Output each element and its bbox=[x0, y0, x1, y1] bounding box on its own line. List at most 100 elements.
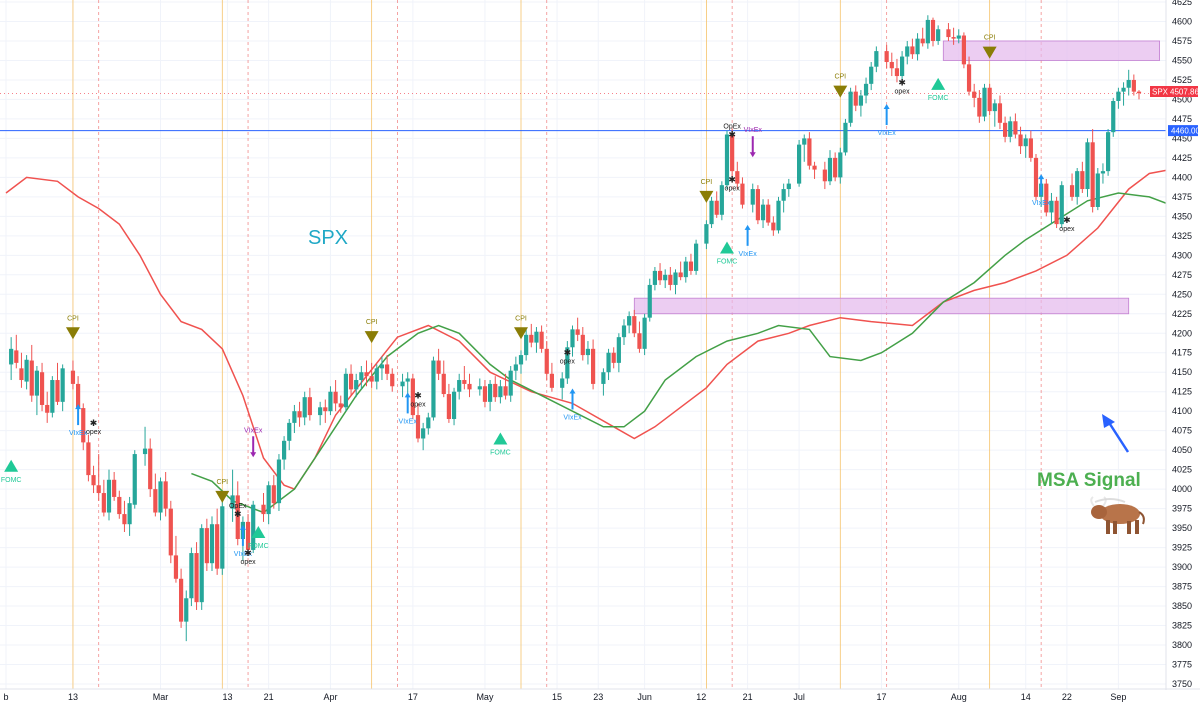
candle-body bbox=[786, 183, 791, 190]
candle bbox=[122, 500, 127, 533]
candle-body bbox=[251, 504, 256, 550]
price-tick-label: 4200 bbox=[1172, 328, 1192, 338]
candle-body bbox=[848, 91, 853, 123]
candle bbox=[261, 493, 266, 522]
candle-body bbox=[276, 459, 282, 504]
candle-body bbox=[1013, 121, 1018, 135]
candle bbox=[168, 500, 173, 564]
candle bbox=[575, 317, 580, 342]
cpi-marker: CPI bbox=[364, 319, 379, 344]
candle bbox=[966, 56, 972, 96]
candle bbox=[446, 383, 451, 423]
candle bbox=[1136, 90, 1142, 100]
candlesticks bbox=[9, 15, 1142, 642]
candle bbox=[524, 329, 529, 361]
opex-marker: ✱opex bbox=[410, 391, 426, 409]
candle bbox=[106, 469, 112, 521]
candle bbox=[560, 372, 565, 400]
candle-body bbox=[400, 381, 405, 387]
candle bbox=[426, 412, 431, 435]
candle bbox=[807, 132, 812, 170]
candle-body bbox=[503, 386, 508, 396]
candle-body bbox=[70, 370, 76, 384]
candle bbox=[1131, 74, 1136, 96]
candle-body bbox=[843, 122, 848, 153]
candle bbox=[148, 438, 153, 497]
candle bbox=[730, 129, 735, 178]
candle bbox=[410, 373, 415, 419]
vixex-marker: VIxEx bbox=[563, 388, 582, 422]
candle-body bbox=[122, 514, 127, 525]
candle-body bbox=[807, 138, 812, 166]
candle bbox=[889, 52, 894, 77]
fomc-triangle-icon bbox=[4, 459, 19, 472]
candle-body bbox=[477, 386, 482, 390]
candle bbox=[343, 368, 348, 412]
candle bbox=[1121, 82, 1126, 106]
candle-body bbox=[833, 157, 838, 178]
cpi-label: CPI bbox=[984, 35, 996, 42]
price-tick-label: 4325 bbox=[1172, 231, 1192, 241]
candle bbox=[657, 263, 663, 285]
candle-body bbox=[1003, 122, 1008, 137]
cpi-marker: CPI bbox=[215, 479, 230, 503]
opex-label: opex bbox=[1059, 226, 1075, 233]
candle-body bbox=[379, 364, 385, 369]
vixex-marker: VIxEx bbox=[878, 104, 896, 137]
opex-label: OpEx bbox=[723, 124, 741, 131]
candle bbox=[374, 364, 379, 390]
time-tick-label: b bbox=[3, 692, 8, 702]
candle bbox=[838, 147, 843, 184]
chart-title: SPX bbox=[308, 227, 348, 249]
candle bbox=[843, 118, 848, 156]
candle-body bbox=[956, 35, 961, 39]
candle bbox=[348, 364, 354, 396]
vixex-label: VIxEx bbox=[563, 415, 582, 422]
time-tick-label: 15 bbox=[552, 692, 562, 702]
candle bbox=[668, 267, 673, 291]
candle-body bbox=[1136, 91, 1142, 94]
fomc-marker: FOMC bbox=[248, 526, 269, 550]
candle-body bbox=[869, 66, 874, 84]
fomc-label: FOMC bbox=[1, 477, 22, 484]
price-tick-label: 3875 bbox=[1172, 582, 1192, 592]
candle bbox=[328, 386, 333, 416]
candle-body bbox=[858, 95, 863, 106]
price-tick-label: 4000 bbox=[1172, 484, 1192, 494]
candle bbox=[961, 32, 966, 69]
candle bbox=[570, 325, 575, 357]
candle bbox=[1003, 116, 1008, 143]
candle bbox=[209, 516, 215, 571]
signal-arrow bbox=[1102, 414, 1130, 453]
candle-body bbox=[390, 373, 395, 387]
last-price-box bbox=[1168, 86, 1198, 97]
cpi-label: CPI bbox=[701, 179, 713, 186]
candle-body bbox=[153, 489, 158, 513]
cpi-marker: CPI bbox=[65, 315, 80, 340]
fomc-marker: FOMC bbox=[1, 459, 22, 484]
candle-body bbox=[946, 29, 951, 38]
candle bbox=[565, 341, 570, 384]
price-tick-label: 4250 bbox=[1172, 289, 1192, 299]
candle bbox=[678, 261, 683, 281]
candle bbox=[282, 436, 287, 470]
candle-body bbox=[55, 380, 60, 402]
candle bbox=[900, 51, 905, 80]
candle-body bbox=[117, 496, 122, 515]
time-tick-label: Mar bbox=[153, 692, 169, 702]
candle bbox=[251, 500, 256, 554]
price-tick-label: 4150 bbox=[1172, 367, 1192, 377]
candle bbox=[925, 15, 930, 49]
candle bbox=[627, 311, 632, 334]
candle bbox=[869, 62, 874, 91]
candle-body bbox=[106, 479, 112, 513]
candle-body bbox=[910, 46, 915, 55]
candle bbox=[740, 177, 745, 209]
vixex-marker: VIxEx bbox=[744, 127, 762, 158]
candle bbox=[1106, 129, 1111, 176]
opex-marker: ✱opex bbox=[86, 418, 102, 436]
candle bbox=[946, 23, 951, 41]
candle bbox=[184, 590, 189, 642]
level-price-label: 4460.00 bbox=[1171, 127, 1200, 136]
candle bbox=[997, 95, 1003, 130]
